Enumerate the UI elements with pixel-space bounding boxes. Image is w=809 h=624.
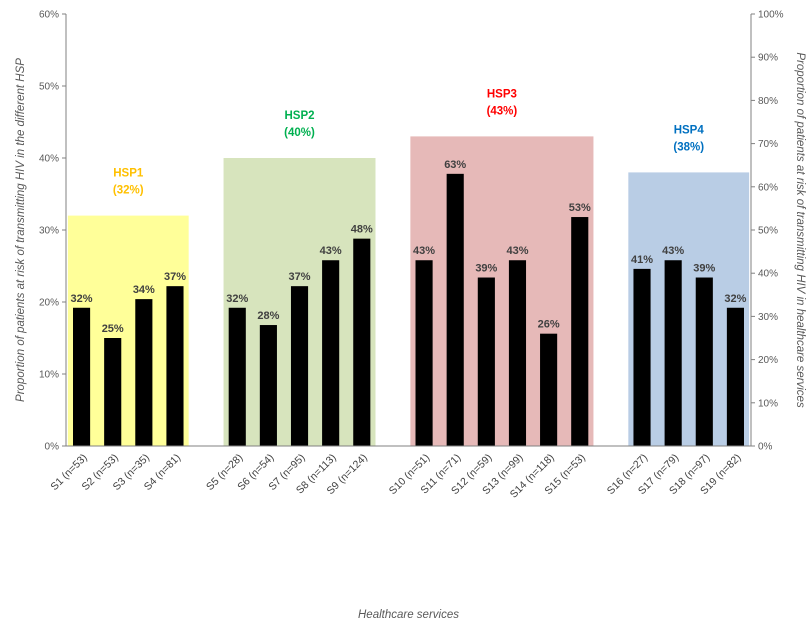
group-value-label: (38%) [673, 141, 704, 153]
bar-data-label: 32% [724, 293, 746, 305]
bar-data-label: 37% [289, 271, 311, 283]
left-y-tick-label: 40% [39, 154, 59, 165]
left-y-tick-label: 0% [45, 442, 60, 453]
bar-data-label: 26% [538, 319, 560, 331]
right-y-tick-label: 10% [758, 398, 778, 409]
bar-s3 [135, 299, 153, 446]
bar-s15 [571, 217, 589, 446]
bar-s17 [664, 260, 682, 446]
bar-s1 [73, 307, 91, 446]
bar-data-label: 25% [102, 323, 124, 335]
bar-s19 [726, 307, 744, 446]
bar-s10 [415, 260, 433, 446]
bar-data-label: 32% [71, 293, 93, 305]
bar-data-label: 28% [257, 310, 279, 322]
bar-data-label: 34% [133, 284, 155, 296]
group-name-label: HSP3 [487, 88, 517, 100]
bar-data-label: 48% [351, 224, 373, 236]
bar-s5 [228, 307, 246, 446]
group-value-label: (32%) [113, 185, 144, 197]
left-y-tick-label: 60% [39, 10, 59, 21]
right-y-tick-label: 40% [758, 269, 778, 280]
right-y-tick-label: 30% [758, 312, 778, 323]
bar-s12 [477, 277, 495, 446]
bar-s9 [353, 238, 371, 446]
x-axis-title: Healthcare services [358, 609, 459, 621]
bar-data-label: 43% [662, 245, 684, 257]
bar-s11 [446, 173, 464, 446]
bar-data-label: 39% [475, 263, 497, 275]
bar-s4 [166, 286, 184, 446]
right-y-tick-label: 50% [758, 226, 778, 237]
left-y-axis-title: Proportion of patients at risk of transm… [15, 58, 27, 402]
group-value-label: (43%) [487, 105, 518, 117]
bar-data-label: 37% [164, 271, 186, 283]
bar-layer [73, 173, 744, 446]
right-y-tick-label: 20% [758, 355, 778, 366]
right-y-tick-label: 90% [758, 53, 778, 64]
axis-layer: 0% 10% 20% 30% 40% 50% 60% 0% 10% 20% 30% 40% 50% 60%… [39, 10, 784, 453]
left-y-tick-label: 10% [39, 370, 59, 381]
bar-s8 [322, 260, 340, 446]
bar-s6 [259, 325, 277, 446]
bar-data-label: 43% [413, 245, 435, 257]
group-name-label: HSP2 [284, 110, 314, 122]
right-y-tick-label: 0% [758, 442, 773, 453]
bar-data-label: 41% [631, 254, 653, 266]
bar-data-label: 53% [569, 202, 591, 214]
bar-s7 [290, 286, 309, 446]
group-background-hsp3 [410, 136, 594, 446]
bar-data-label: 43% [320, 245, 342, 257]
right-y-tick-label: 60% [758, 182, 778, 193]
left-y-tick-label: 20% [39, 298, 59, 309]
bar-data-label: 32% [226, 293, 248, 305]
right-y-tick-label: 100% [758, 10, 784, 21]
left-y-tick-label: 30% [39, 226, 59, 237]
bar-data-label: 43% [506, 245, 528, 257]
group-value-label: (40%) [284, 127, 315, 139]
bar-s14 [540, 333, 558, 446]
right-y-tick-label: 70% [758, 139, 778, 150]
bar-data-label: 39% [693, 263, 715, 275]
bar-s2 [104, 338, 122, 446]
group-name-label: HSP4 [674, 124, 705, 136]
bar-s16 [633, 268, 651, 446]
right-y-tick-label: 80% [758, 96, 778, 107]
right-y-axis-title: Proportion of patients at risk of transm… [794, 52, 806, 408]
bar-s13 [508, 260, 527, 446]
group-name-label: HSP1 [113, 168, 144, 180]
bar-data-label: 63% [444, 159, 466, 171]
bar-s18 [695, 277, 713, 446]
left-y-tick-label: 50% [39, 82, 59, 93]
